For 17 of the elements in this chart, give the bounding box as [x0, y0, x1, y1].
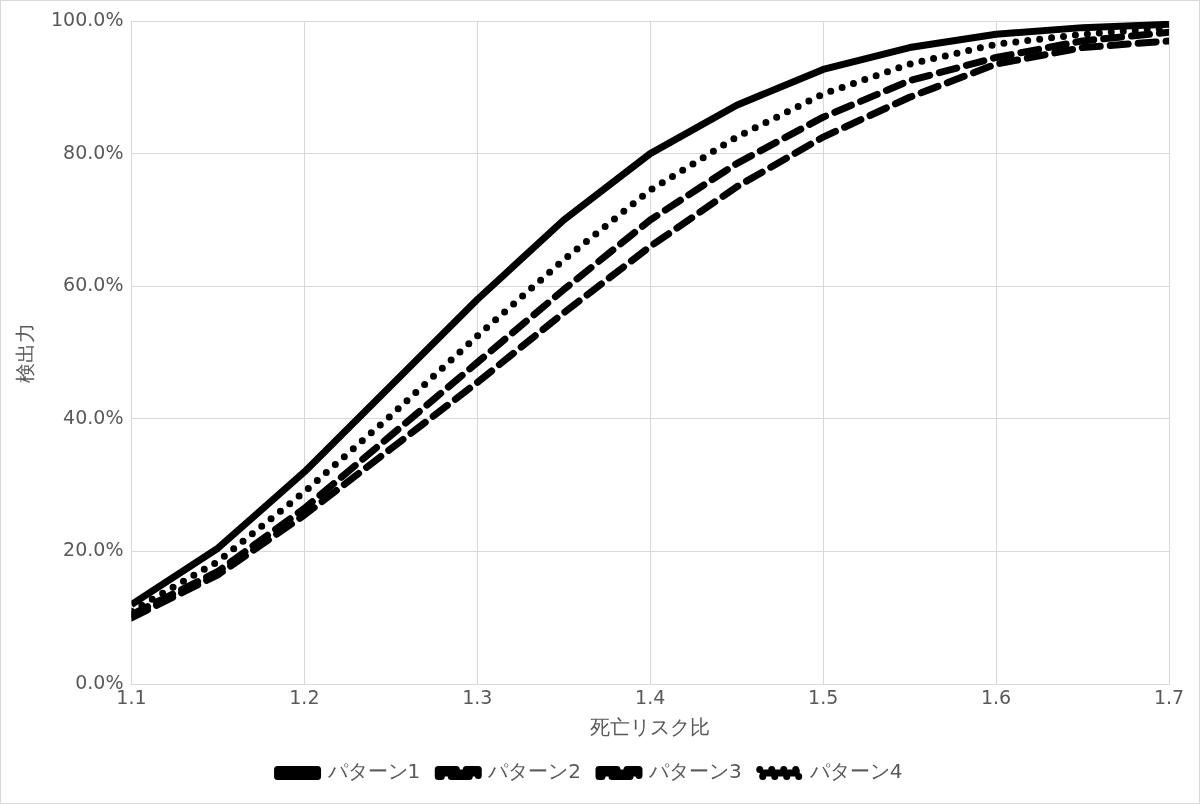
legend-label: パターン3	[648, 759, 742, 784]
y-tick-label: 60.0%	[63, 273, 124, 296]
legend-label: パターン2	[487, 759, 582, 784]
legend-label: パターン1	[326, 759, 421, 784]
y-tick-label: 40.0%	[63, 405, 124, 428]
x-tick-label: 1.2	[289, 685, 320, 708]
y-tick-label: 80.0%	[63, 140, 124, 163]
y-tick-label: 100.0%	[50, 7, 124, 30]
x-axis-title: 死亡リスク比	[590, 715, 711, 740]
legend-label: パターン4	[808, 759, 903, 784]
x-tick-label: 1.5	[808, 685, 839, 708]
x-tick-label: 1.4	[635, 685, 666, 708]
y-tick-label: 20.0%	[63, 538, 124, 561]
y-axis-title: 検出力	[13, 322, 38, 383]
x-tick-label: 1.6	[980, 685, 1012, 708]
x-tick-label: 1.7	[1153, 685, 1185, 708]
x-tick-label: 1.3	[462, 685, 493, 708]
